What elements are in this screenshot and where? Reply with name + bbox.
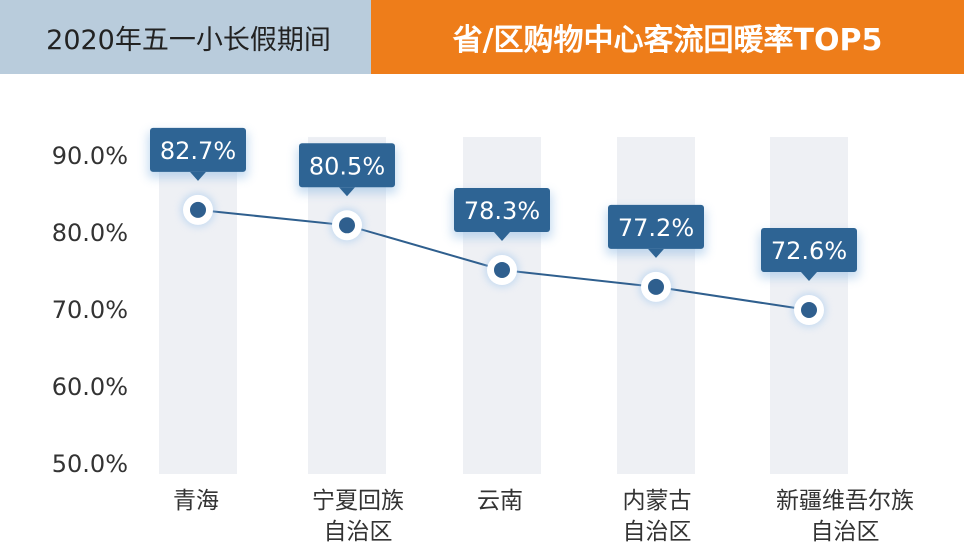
data-point-3 (485, 252, 519, 287)
header-left-title: 2020年五一小长假期间 (0, 0, 371, 74)
x-category-label: 宁夏回族自治区 (312, 488, 404, 545)
data-label-3: 78.3% (452, 187, 552, 241)
y-tick-label: 80.0% (52, 219, 128, 247)
header-right-title: 省/区购物中心客流回暖率TOP5 (371, 0, 964, 74)
y-tick-label: 70.0% (52, 296, 128, 324)
y-tick-label: 50.0% (52, 450, 128, 478)
column-band-4 (617, 137, 695, 474)
data-label-1: 82.7% (148, 127, 248, 181)
column-band-1 (159, 137, 237, 474)
data-label-5: 72.6% (759, 228, 859, 281)
data-label-text: 82.7% (160, 137, 236, 165)
data-point-1 (181, 192, 215, 227)
y-tick-label: 60.0% (52, 373, 128, 401)
data-point-2 (330, 208, 364, 243)
x-category-label: 云南 (477, 488, 523, 514)
data-point-4 (639, 269, 673, 304)
column-band-3 (463, 137, 541, 474)
data-label-text: 80.5% (309, 152, 385, 180)
data-label-text: 77.2% (618, 214, 694, 242)
data-label-text: 78.3% (464, 197, 540, 225)
data-label-text: 72.6% (771, 237, 847, 265)
x-category-label: 内蒙古自治区 (623, 488, 692, 545)
data-label-4: 77.2% (606, 204, 706, 258)
x-category-label: 新疆维吾尔族自治区 (776, 488, 914, 545)
y-tick-label: 90.0% (52, 142, 128, 170)
x-category-label: 青海 (173, 488, 219, 514)
data-point-5 (792, 293, 826, 327)
header: 2020年五一小长假期间 省/区购物中心客流回暖率TOP5 (0, 0, 964, 74)
data-label-2: 80.5% (297, 143, 397, 197)
